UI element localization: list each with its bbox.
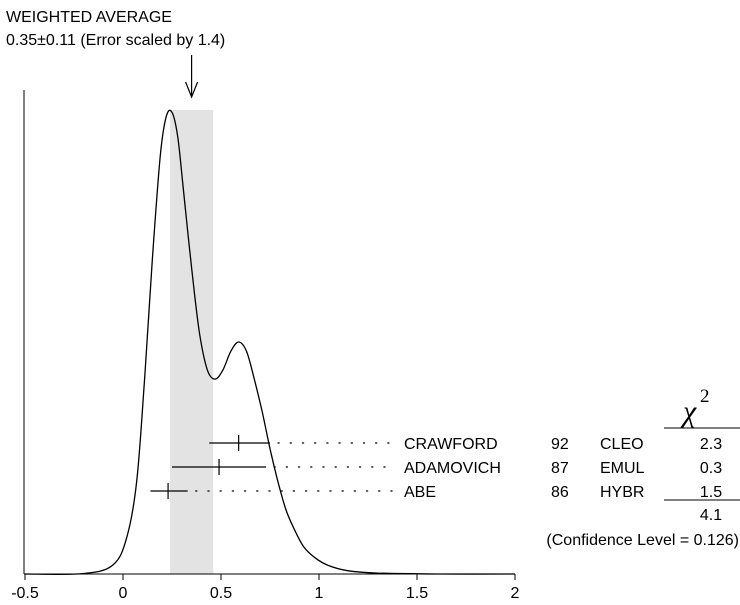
x-tick-label: 0.5 bbox=[210, 585, 232, 602]
measurement-year: 87 bbox=[551, 460, 569, 477]
chi2-header: χ 2 bbox=[680, 386, 710, 428]
measurement-name: ABE bbox=[404, 484, 436, 501]
arrow-head bbox=[185, 81, 199, 99]
measurement-chi2: 1.5 bbox=[700, 484, 722, 501]
measurement-name: CRAWFORD bbox=[404, 436, 498, 453]
chi2-total: 4.1 bbox=[700, 507, 722, 524]
weighted-average-arrow bbox=[185, 55, 199, 99]
ideogram-curve bbox=[24, 109, 516, 575]
measurement-name: ADAMOVICH bbox=[404, 460, 501, 477]
x-tick-label: 1.5 bbox=[406, 585, 428, 602]
chi2-symbol: χ bbox=[680, 395, 697, 428]
weighted-average-band bbox=[170, 110, 214, 574]
measurement-chi2: 0.3 bbox=[700, 460, 722, 477]
measurement-chi2: 2.3 bbox=[700, 436, 722, 453]
x-axis-ticks: -0.5 0 0.5 1 1.5 2 bbox=[11, 574, 520, 602]
chart-title: WEIGHTED AVERAGE bbox=[6, 9, 172, 26]
measurements: CRAWFORD 92 CLEO 2.3 ADAMOVICH 87 EMUL 0.3 ABE 86… bbox=[150, 435, 722, 501]
measurement-technique: HYBR bbox=[600, 484, 644, 501]
confidence-level: (Confidence Level = 0.126) bbox=[546, 532, 739, 549]
chi2-exponent: 2 bbox=[700, 386, 710, 407]
measurement-technique: EMUL bbox=[600, 460, 645, 477]
chart-subtitle: 0.35±0.11 (Error scaled by 1.4) bbox=[6, 32, 225, 49]
x-tick-label: 2 bbox=[511, 585, 520, 602]
x-tick-label: 1 bbox=[315, 585, 324, 602]
measurement-year: 86 bbox=[551, 484, 569, 501]
measurement-technique: CLEO bbox=[600, 436, 644, 453]
x-tick-label: -0.5 bbox=[11, 585, 39, 602]
x-tick-label: 0 bbox=[119, 585, 128, 602]
measurement-year: 92 bbox=[551, 436, 569, 453]
